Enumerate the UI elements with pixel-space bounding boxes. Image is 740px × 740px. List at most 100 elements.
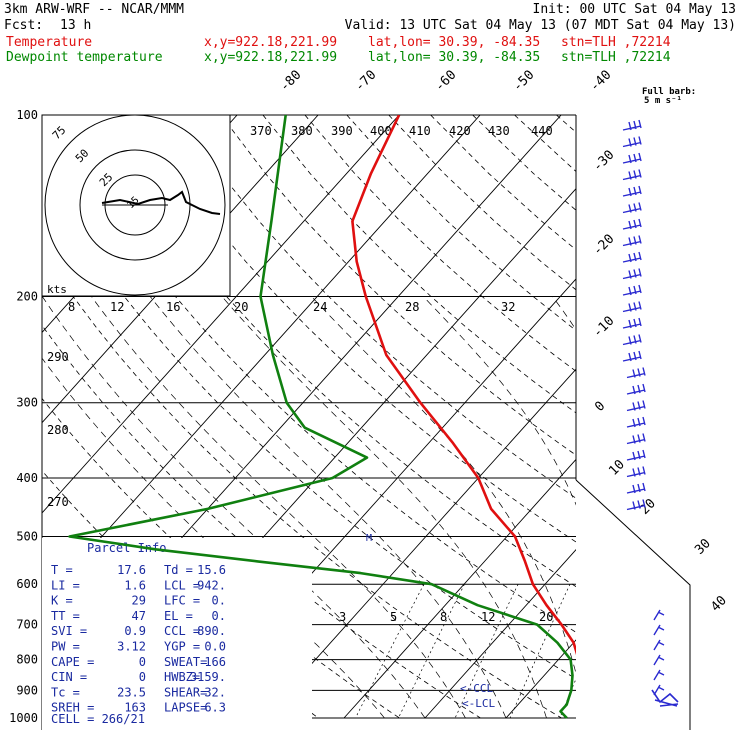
parcel-info-cell: 17.6: [117, 563, 146, 577]
valid-time: Valid: 13 UTC Sat 04 May 13 (07 MDT Sat …: [344, 18, 736, 33]
moist-adiabat-line: [673, 297, 709, 719]
mixing-ratio-label: 32: [501, 300, 515, 314]
parcel-info-box: Parcel Info CELL = 266/21 T = 17.6 Td = 15.…: [42, 538, 312, 730]
mixing-ratio-label: 20: [234, 300, 248, 314]
temperature-xy: x,y=922.18,221.99: [204, 35, 338, 50]
isotherm-line: [587, 115, 740, 718]
temperature-legend: Temperature: [6, 35, 93, 50]
theta-label-left: 280: [47, 423, 69, 437]
pressure-tick-label: 1000: [9, 711, 38, 725]
isotherm-label: -40: [587, 68, 614, 95]
dry-adiabat-line: [472, 115, 576, 211]
theta-label: 430: [488, 124, 510, 138]
dry-adiabat-line: [262, 115, 576, 414]
pressure-tick-label: 100: [16, 108, 38, 122]
parcel-info-cell: YGP =: [164, 640, 200, 654]
wind-barb: [622, 334, 642, 346]
parcel-info-cell: SVI =: [51, 624, 87, 638]
wind-barb: [626, 433, 646, 445]
parcel-info-cell: LI =: [51, 578, 80, 592]
dewpoint-stn: stn=TLH ,72214: [561, 50, 671, 65]
theta-label: 410: [409, 124, 431, 138]
parcel-info-cell: SREH =: [51, 701, 94, 715]
parcel-info-cell: 3.12: [117, 640, 146, 654]
parcel-info-cell: 0.9: [124, 624, 146, 638]
pressure-tick-label: 700: [16, 618, 38, 632]
isotherm-line: [668, 115, 740, 718]
moist-adiabat-line: [42, 296, 426, 719]
dewpoint-xy: x,y=922.18,221.99: [204, 50, 338, 65]
mixing-ratio-label: 16: [166, 300, 180, 314]
right-axis-lower: [575, 479, 691, 730]
moist-adiabat-line: [42, 357, 385, 719]
dry-adiabat-line: [514, 115, 576, 173]
wind-barb: [653, 609, 665, 621]
mixing-ratio-label: 12: [481, 610, 495, 624]
isotherm-label: -20: [590, 232, 617, 259]
barb-legend-unit: 5 m s⁻¹: [644, 96, 682, 106]
dewpoint-trace: [68, 115, 574, 719]
isotherm-line: [424, 549, 576, 719]
hodograph-unit: kts: [47, 283, 67, 296]
isotherm-label: -30: [590, 148, 617, 175]
mixing-ratio-label: 8: [440, 610, 447, 624]
parcel-info-cell: 0.0: [204, 640, 226, 654]
wind-barb: [622, 169, 642, 181]
wind-barb: [626, 449, 646, 461]
isotherm-line: [262, 368, 576, 719]
parcel-info-cell: 0.: [212, 609, 226, 623]
lcl-marker: <-LCL: [462, 697, 495, 710]
parcel-info-cell: CIN =: [51, 670, 87, 684]
model-title: 3km ARW-WRF -- NCAR/MMM: [4, 2, 185, 17]
theta-label: 370: [250, 124, 272, 138]
wind-barb: [622, 268, 642, 280]
wind-barb: [653, 669, 665, 681]
pressure-tick-label: 800: [16, 653, 38, 667]
fcst-label: Fcst:: [4, 18, 44, 33]
pressure-tick-label: 300: [16, 396, 38, 410]
barb-legend-title: Full barb:: [642, 87, 696, 97]
wind-barb: [622, 202, 642, 214]
parcel-info-cell: LFC =: [164, 594, 200, 608]
isotherm-label: -50: [510, 68, 537, 95]
mixing-ratio-label: 5: [390, 610, 397, 624]
wind-barb: [653, 654, 665, 666]
theta-label-left: 290: [47, 350, 69, 364]
isotherm-label: -10: [590, 314, 617, 341]
init-time: Init: 00 UTC Sat 04 May 13: [532, 2, 737, 17]
theta-label: 380: [291, 124, 313, 138]
parcel-info-cell: CCL =: [164, 624, 200, 638]
moist-adiabat-line: [311, 296, 576, 675]
wind-barb: [622, 284, 642, 296]
wind-barb: [622, 301, 642, 313]
dry-adiabat-line: [304, 115, 576, 372]
dry-adiabat-line: [42, 172, 576, 680]
wind-barb: [622, 317, 642, 329]
dewpoint-latlon: lat,lon= 30.39, -84.35: [368, 50, 541, 65]
dry-adiabat-line: [556, 115, 576, 133]
sounding-traces: [68, 115, 576, 719]
mixing-ratio-label: 20: [539, 610, 553, 624]
parcel-info-cell: 0.: [212, 594, 226, 608]
parcel-info-cell: HWBZ=: [164, 670, 200, 684]
parcel-info-cell: 23.5: [117, 685, 146, 699]
wind-barb: [622, 350, 642, 362]
mixing-ratio-line: [398, 584, 465, 719]
parcel-info-cell: CAPE =: [51, 655, 94, 669]
parcel-cell: CELL = 266/21: [51, 712, 145, 726]
parcel-info-cell: Tc =: [51, 685, 80, 699]
isotherm-line: [343, 458, 576, 719]
parcel-info-cell: LCL =: [164, 578, 200, 592]
wind-barb: [626, 499, 646, 511]
mixing-ratio-line: [596, 584, 651, 718]
dry-adiabat-line: [598, 115, 740, 718]
parcel-info-cell: 0: [139, 670, 146, 684]
pressure-tick-label: 200: [16, 290, 38, 304]
parcel-info-cell: 15.6: [197, 563, 226, 577]
dry-adiabat-line: [430, 115, 576, 251]
mixing-ratio-line: [625, 584, 678, 718]
m-marker: M: [366, 533, 372, 544]
wind-barb: [622, 136, 642, 148]
mixing-ratio-label: 24: [313, 300, 327, 314]
theta-label: 390: [331, 124, 353, 138]
